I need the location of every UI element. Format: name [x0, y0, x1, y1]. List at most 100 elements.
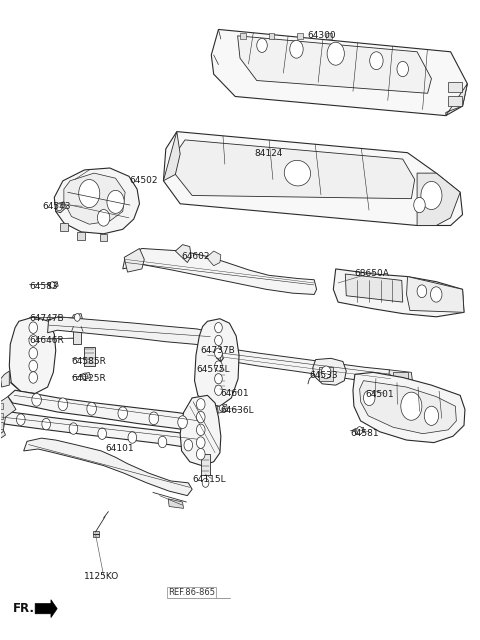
Polygon shape — [175, 140, 415, 198]
Polygon shape — [72, 314, 83, 324]
Polygon shape — [240, 33, 246, 39]
Polygon shape — [0, 422, 3, 429]
Circle shape — [184, 440, 192, 451]
Text: 64300: 64300 — [307, 31, 336, 40]
Polygon shape — [100, 234, 108, 241]
Text: 84124: 84124 — [254, 150, 283, 159]
Circle shape — [50, 282, 55, 288]
Circle shape — [69, 423, 78, 435]
Polygon shape — [56, 202, 65, 212]
Circle shape — [98, 428, 107, 440]
Circle shape — [215, 374, 222, 384]
Text: 64533: 64533 — [310, 371, 338, 380]
Circle shape — [357, 427, 362, 435]
Circle shape — [74, 314, 80, 321]
Text: 64581: 64581 — [350, 429, 379, 438]
Circle shape — [215, 385, 222, 396]
Circle shape — [196, 412, 205, 423]
Polygon shape — [81, 372, 91, 380]
Polygon shape — [0, 371, 9, 387]
Circle shape — [215, 335, 222, 346]
Circle shape — [196, 449, 205, 460]
Circle shape — [42, 419, 50, 430]
Text: REF.86-865: REF.86-865 — [168, 588, 215, 597]
Polygon shape — [388, 370, 413, 387]
Polygon shape — [77, 232, 85, 239]
Text: FR.: FR. — [12, 602, 35, 615]
Polygon shape — [9, 317, 56, 394]
Text: 64583: 64583 — [29, 282, 58, 291]
Circle shape — [32, 394, 41, 406]
Polygon shape — [8, 390, 201, 432]
Polygon shape — [319, 367, 333, 381]
Circle shape — [196, 424, 205, 436]
Polygon shape — [168, 499, 183, 508]
Text: 64543: 64543 — [43, 202, 72, 211]
Circle shape — [29, 348, 37, 359]
Polygon shape — [201, 454, 210, 474]
Circle shape — [107, 190, 124, 213]
Circle shape — [29, 335, 37, 346]
Circle shape — [219, 405, 224, 412]
Polygon shape — [214, 365, 226, 390]
Polygon shape — [217, 404, 228, 413]
Circle shape — [149, 412, 158, 425]
Polygon shape — [448, 82, 462, 92]
Circle shape — [215, 361, 222, 371]
Polygon shape — [124, 248, 144, 272]
Polygon shape — [355, 428, 364, 435]
Circle shape — [158, 436, 167, 448]
Circle shape — [421, 181, 442, 209]
Polygon shape — [407, 276, 464, 312]
Polygon shape — [84, 347, 95, 366]
Polygon shape — [73, 326, 81, 344]
Ellipse shape — [284, 161, 311, 186]
Circle shape — [29, 360, 37, 372]
Polygon shape — [194, 319, 239, 406]
Text: 64575L: 64575L — [196, 365, 229, 374]
Circle shape — [29, 322, 37, 333]
Circle shape — [257, 38, 267, 52]
Polygon shape — [211, 29, 468, 116]
Circle shape — [97, 209, 110, 226]
Polygon shape — [60, 223, 68, 230]
Text: 64115L: 64115L — [192, 475, 226, 484]
Text: 68650A: 68650A — [355, 269, 390, 278]
Circle shape — [401, 392, 422, 420]
Text: 64502: 64502 — [129, 176, 157, 186]
Polygon shape — [48, 317, 211, 346]
Polygon shape — [123, 248, 317, 294]
Circle shape — [87, 403, 96, 415]
Polygon shape — [64, 173, 125, 224]
Text: 1125KO: 1125KO — [84, 572, 120, 581]
Polygon shape — [54, 168, 140, 234]
Polygon shape — [448, 96, 462, 106]
Circle shape — [83, 373, 87, 380]
Text: 64101: 64101 — [105, 445, 133, 454]
Text: 64747B: 64747B — [29, 314, 64, 323]
Circle shape — [370, 52, 383, 70]
Polygon shape — [0, 411, 201, 449]
Text: 64737B: 64737B — [201, 346, 236, 355]
Text: 64601: 64601 — [220, 389, 249, 398]
Polygon shape — [48, 282, 58, 288]
Circle shape — [196, 437, 205, 449]
Circle shape — [16, 414, 25, 426]
Polygon shape — [206, 251, 221, 266]
Circle shape — [202, 478, 209, 487]
Circle shape — [363, 390, 375, 406]
Circle shape — [29, 372, 37, 383]
Polygon shape — [205, 346, 392, 384]
Text: 64501: 64501 — [365, 390, 394, 399]
Circle shape — [58, 398, 68, 411]
Circle shape — [128, 432, 137, 444]
Circle shape — [327, 42, 344, 65]
Circle shape — [79, 179, 100, 207]
Polygon shape — [218, 381, 227, 397]
Circle shape — [322, 366, 331, 379]
Circle shape — [424, 406, 439, 426]
Polygon shape — [417, 173, 460, 225]
Polygon shape — [326, 33, 332, 39]
Polygon shape — [93, 531, 99, 537]
Text: 64636L: 64636L — [220, 406, 253, 415]
